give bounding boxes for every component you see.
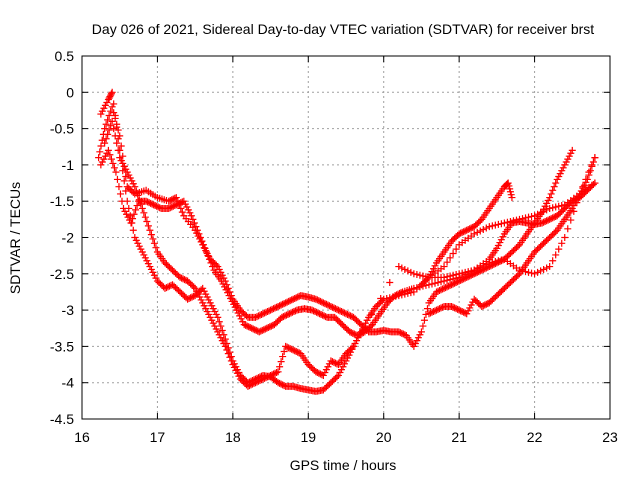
series-track-d <box>101 118 598 390</box>
y-tick-label: -1.5 <box>50 193 74 209</box>
x-tick-label: 23 <box>602 429 618 445</box>
x-tick-label: 20 <box>376 429 392 445</box>
data-point <box>179 209 186 216</box>
y-tick-label: 0 <box>66 84 74 100</box>
data-point <box>587 167 594 174</box>
data-point <box>142 214 149 221</box>
y-tick-label: -1 <box>62 157 75 173</box>
y-tick-label: -3.5 <box>50 338 74 354</box>
data-point <box>151 240 158 247</box>
data-point <box>549 187 556 194</box>
data-point <box>145 222 152 229</box>
x-tick-label: 17 <box>150 429 166 445</box>
y-tick-label: -2 <box>62 230 75 246</box>
data-point <box>95 154 102 161</box>
y-tick-label: -3 <box>62 302 75 318</box>
data-point <box>551 183 558 190</box>
data-point <box>124 198 131 205</box>
data-point <box>130 227 137 234</box>
x-tick-label: 18 <box>225 429 241 445</box>
y-tick-label: -0.5 <box>50 121 74 137</box>
data-point <box>152 244 159 251</box>
x-tick-label: 21 <box>451 429 467 445</box>
y-tick-label: -2.5 <box>50 266 74 282</box>
data-point <box>191 219 198 226</box>
data-point <box>216 318 223 325</box>
x-tick-label: 16 <box>74 429 90 445</box>
data-marks <box>95 89 598 395</box>
data-point <box>112 169 119 176</box>
y-tick-label: 0.5 <box>55 48 75 64</box>
data-point <box>114 176 121 183</box>
data-point <box>386 279 393 286</box>
data-point <box>564 225 571 232</box>
data-point <box>419 323 426 330</box>
data-point <box>109 160 116 167</box>
data-point <box>146 227 153 234</box>
data-point <box>552 180 559 187</box>
series-track-a <box>95 103 576 350</box>
data-point <box>149 235 156 242</box>
data-point <box>591 154 598 161</box>
data-point <box>115 183 122 190</box>
data-point <box>548 190 555 197</box>
data-point <box>143 218 150 225</box>
data-point <box>96 148 103 155</box>
y-tick-label: -4.5 <box>50 411 74 427</box>
data-point <box>132 206 139 213</box>
data-point <box>279 353 286 360</box>
data-point <box>421 317 428 324</box>
data-point <box>140 209 147 216</box>
chart: Day 026 of 2021, Sidereal Day-to-day VTE… <box>0 0 640 480</box>
y-axis-label: SDTVAR / TECUs <box>7 182 23 294</box>
data-point <box>278 358 285 365</box>
series-track-e <box>425 154 598 317</box>
y-tick-label: -4 <box>62 375 75 391</box>
x-tick-label: 19 <box>300 429 316 445</box>
x-tick-label: 22 <box>527 429 543 445</box>
x-axis-label: GPS time / hours <box>290 457 397 473</box>
data-point <box>111 164 118 171</box>
data-point <box>108 156 115 163</box>
grid <box>82 56 610 419</box>
axis-ticks: 16 17 18 19 20 21 22 23 0.5 0 -0.5 -1 -1.5 -2 -2.5 -3 -3… <box>50 48 618 445</box>
data-point <box>131 211 138 218</box>
plot-frame <box>82 56 610 419</box>
chart-title: Day 026 of 2021, Sidereal Day-to-day VTE… <box>92 21 594 37</box>
